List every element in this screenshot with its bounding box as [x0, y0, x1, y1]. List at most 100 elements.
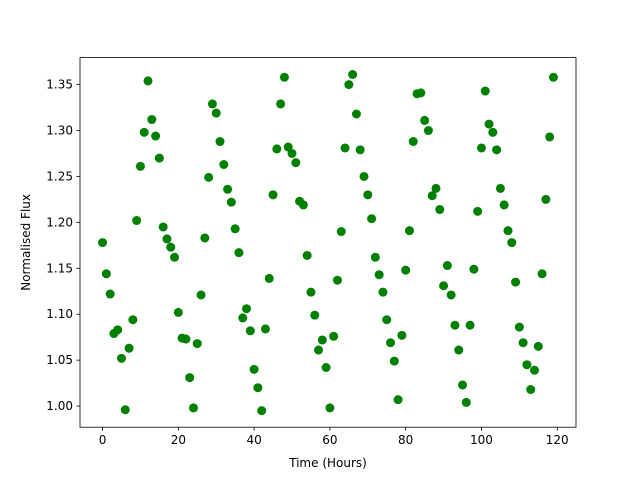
point [291, 158, 301, 168]
x-tick-label: 120 [546, 433, 569, 447]
point [196, 290, 206, 300]
point [249, 364, 259, 374]
point [363, 190, 373, 200]
point [162, 234, 172, 244]
point [404, 226, 414, 236]
point [264, 273, 274, 283]
point [139, 127, 149, 137]
point [514, 322, 524, 332]
point [105, 289, 115, 299]
x-tick-label: 80 [398, 433, 413, 447]
point [465, 320, 475, 330]
point [416, 88, 426, 98]
point [340, 143, 350, 153]
point [143, 76, 153, 86]
point [242, 304, 252, 314]
point [132, 216, 142, 226]
point [476, 143, 486, 153]
point [238, 313, 248, 323]
point [344, 80, 354, 90]
point [120, 405, 130, 415]
point [473, 206, 483, 216]
point [211, 108, 221, 118]
point [431, 183, 441, 193]
point [192, 339, 202, 349]
point [279, 72, 289, 82]
point [325, 403, 335, 413]
point [408, 137, 418, 147]
point [355, 145, 365, 155]
point [135, 161, 145, 171]
x-tick-label: 60 [322, 433, 337, 447]
point [401, 265, 411, 275]
point [484, 119, 494, 129]
point [495, 183, 505, 193]
point [234, 248, 244, 258]
point [336, 227, 346, 237]
point [545, 132, 555, 142]
point [268, 190, 278, 200]
point [348, 70, 358, 80]
point [219, 160, 229, 170]
point [397, 330, 407, 340]
point [423, 126, 433, 136]
point [298, 200, 308, 210]
point [492, 145, 502, 155]
x-tick-label: 100 [470, 433, 493, 447]
point [537, 269, 547, 279]
point [310, 310, 320, 320]
point [329, 331, 339, 341]
point [257, 406, 267, 416]
point [382, 315, 392, 325]
point [522, 360, 532, 370]
point [166, 242, 176, 252]
point [204, 172, 214, 182]
point [442, 261, 452, 271]
point [158, 222, 168, 232]
point [367, 214, 377, 224]
point [215, 137, 225, 147]
point [287, 148, 297, 158]
y-tick-label: 1.30 [46, 124, 73, 138]
point [230, 224, 240, 234]
point [511, 277, 521, 287]
point [351, 109, 361, 119]
y-tick-label: 1.00 [46, 399, 73, 413]
point [128, 315, 138, 325]
point [378, 287, 388, 297]
y-tick-label: 1.35 [46, 78, 73, 92]
point [276, 99, 286, 109]
point [469, 264, 479, 274]
point [124, 343, 134, 353]
point [154, 153, 164, 163]
point [530, 365, 540, 375]
axes-frame [79, 57, 577, 428]
plot-area [98, 70, 558, 416]
point [499, 200, 509, 210]
point [533, 341, 543, 351]
point [101, 269, 111, 279]
point [317, 335, 327, 345]
point [435, 205, 445, 215]
point [420, 115, 430, 125]
point [507, 238, 517, 248]
point [548, 72, 558, 82]
point [185, 373, 195, 383]
y-tick-label: 1.15 [46, 261, 73, 275]
point [173, 307, 183, 317]
point [98, 238, 108, 248]
point [359, 171, 369, 181]
point [302, 250, 312, 260]
point [374, 270, 384, 280]
point [370, 252, 380, 262]
y-tick-label: 1.05 [46, 353, 73, 367]
point [151, 131, 161, 141]
point [526, 385, 536, 395]
x-tick-label: 40 [246, 433, 261, 447]
point [200, 233, 210, 243]
point [260, 324, 270, 334]
point [207, 99, 217, 109]
x-tick-label: 20 [171, 433, 186, 447]
y-tick-label: 1.10 [46, 307, 73, 321]
